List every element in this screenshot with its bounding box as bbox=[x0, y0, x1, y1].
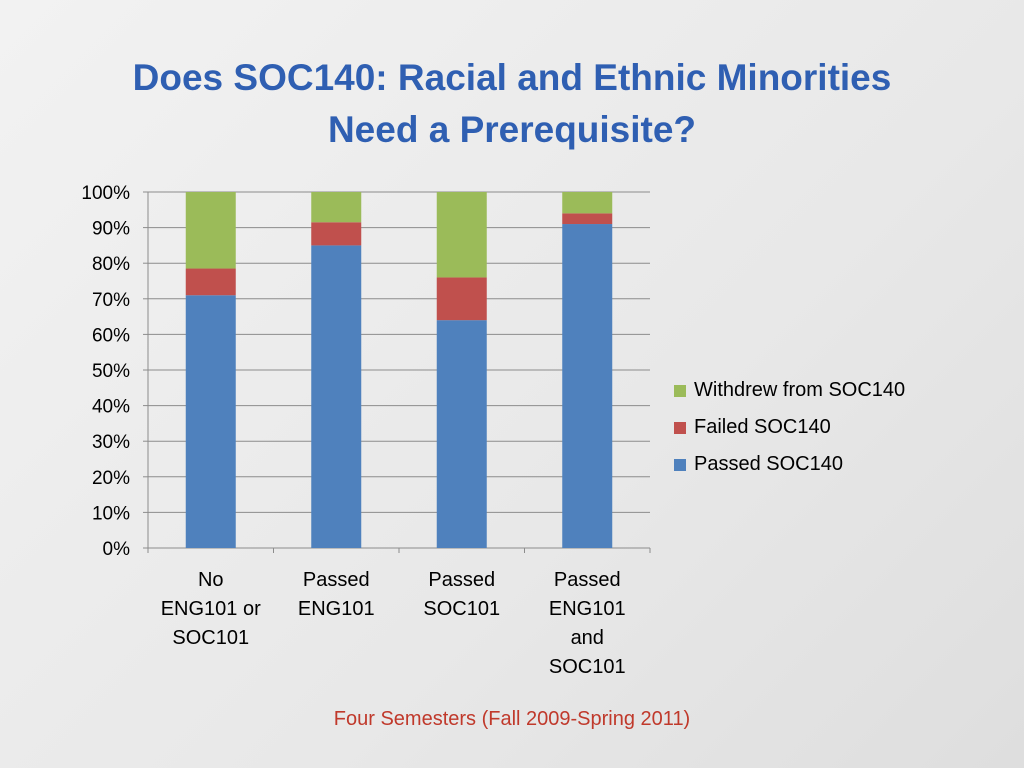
x-tick-label: Passed bbox=[554, 569, 621, 591]
chart-caption: Four Semesters (Fall 2009-Spring 2011) bbox=[333, 708, 691, 730]
bar-passed-soc140 bbox=[436, 320, 487, 548]
stacked-bar-chart: 0% 10% 20% 30% 40% 50% 60% 70% 80% 90% 100% No ENG10… bbox=[81, 183, 651, 678]
bar-failed-soc140 bbox=[185, 268, 236, 296]
y-tick-label: 100% bbox=[81, 183, 130, 204]
x-tick-label: SOC101 bbox=[423, 598, 500, 620]
x-tick-label: No bbox=[198, 569, 224, 591]
y-tick-label: 90% bbox=[92, 219, 130, 240]
x-tick-label: ENG101 or bbox=[161, 598, 261, 620]
y-tick-label: 40% bbox=[92, 397, 130, 418]
y-tick-label: 10% bbox=[92, 503, 130, 524]
bar-failed-soc140 bbox=[436, 277, 487, 321]
chart-legend: Withdrew from SOC140 Failed SOC140 Passe… bbox=[674, 378, 905, 489]
bar-passed-soc140 bbox=[562, 224, 613, 549]
title-line-2: Need a Prerequisite? bbox=[327, 109, 697, 150]
x-tick-label: ENG101 bbox=[549, 598, 626, 620]
y-tick-label: 20% bbox=[92, 468, 130, 489]
bar-passed-soc140 bbox=[185, 295, 236, 548]
legend-item-passed: Passed SOC140 bbox=[674, 452, 905, 477]
bar-passed-soc140 bbox=[311, 245, 362, 548]
x-tick-label: and bbox=[571, 627, 604, 649]
y-tick-label: 0% bbox=[103, 539, 131, 560]
y-tick-label: 80% bbox=[92, 254, 130, 275]
slide-title: Does SOC140: Racial and Ethnic Minoritie… bbox=[40, 52, 984, 156]
legend-label-passed: Passed SOC140 bbox=[694, 453, 843, 475]
legend-item-failed: Failed SOC140 bbox=[674, 415, 905, 440]
bar-withdrew-from-soc140 bbox=[185, 192, 236, 269]
legend-swatch-failed bbox=[674, 421, 686, 434]
bar-failed-soc140 bbox=[311, 222, 362, 246]
legend-swatch-withdrew bbox=[674, 384, 686, 397]
legend-swatch-passed bbox=[674, 458, 686, 471]
legend-label-failed: Failed SOC140 bbox=[694, 416, 831, 438]
x-tick-label: SOC101 bbox=[549, 656, 626, 678]
title-line-1: Does SOC140: Racial and Ethnic Minoritie… bbox=[132, 57, 892, 98]
bar-withdrew-from-soc140 bbox=[311, 192, 362, 223]
x-tick-label: SOC101 bbox=[172, 627, 249, 649]
bar-withdrew-from-soc140 bbox=[436, 192, 487, 278]
y-tick-label: 50% bbox=[92, 361, 130, 382]
bar-withdrew-from-soc140 bbox=[562, 192, 613, 214]
y-tick-label: 60% bbox=[92, 325, 130, 346]
bar-failed-soc140 bbox=[562, 213, 613, 225]
x-tick-label: Passed bbox=[303, 569, 370, 591]
y-tick-label: 70% bbox=[92, 290, 130, 311]
x-tick-label: ENG101 bbox=[298, 598, 375, 620]
legend-label-withdrew: Withdrew from SOC140 bbox=[694, 379, 906, 401]
legend-item-withdrew: Withdrew from SOC140 bbox=[674, 378, 905, 403]
x-tick-label: Passed bbox=[428, 569, 495, 591]
y-tick-label: 30% bbox=[92, 432, 130, 453]
